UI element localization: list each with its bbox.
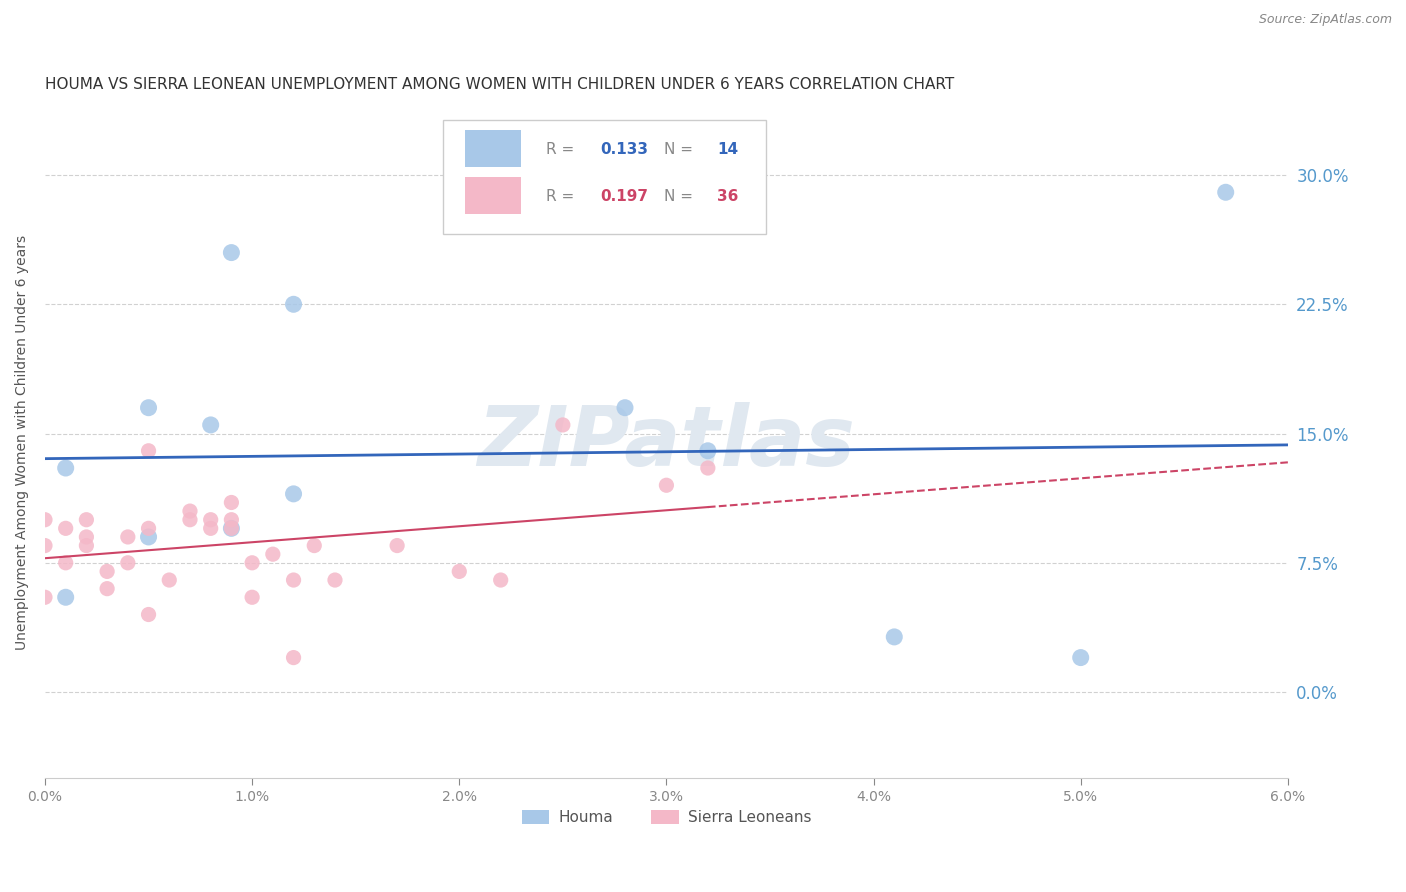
FancyBboxPatch shape <box>443 120 766 234</box>
Point <box>55 461 77 475</box>
Point <box>1070 650 1092 665</box>
Point <box>138 607 160 622</box>
Point <box>449 565 471 579</box>
FancyBboxPatch shape <box>465 177 522 214</box>
Point <box>138 530 160 544</box>
Point <box>75 530 97 544</box>
Point <box>614 401 637 415</box>
Point <box>283 650 305 665</box>
Point <box>34 591 56 605</box>
Point <box>696 443 718 458</box>
Point <box>221 513 243 527</box>
Point <box>221 521 243 535</box>
Point <box>179 504 201 518</box>
Legend: Houma, Sierra Leoneans: Houma, Sierra Leoneans <box>516 804 817 831</box>
Point <box>385 539 408 553</box>
Point <box>221 521 243 535</box>
Point <box>34 513 56 527</box>
Point <box>489 573 512 587</box>
Text: R =: R = <box>546 143 579 157</box>
Point <box>283 573 305 587</box>
Point <box>96 582 118 596</box>
Point <box>138 401 160 415</box>
Point <box>696 461 718 475</box>
Point <box>55 591 77 605</box>
Point <box>117 556 139 570</box>
Point <box>96 565 118 579</box>
Point <box>283 297 305 311</box>
Point <box>55 556 77 570</box>
Text: N =: N = <box>664 143 697 157</box>
Point <box>323 573 346 587</box>
Point <box>75 539 97 553</box>
Text: Source: ZipAtlas.com: Source: ZipAtlas.com <box>1258 13 1392 27</box>
Text: 0.197: 0.197 <box>600 189 648 204</box>
Point <box>304 539 326 553</box>
Point <box>221 495 243 509</box>
Y-axis label: Unemployment Among Women with Children Under 6 years: Unemployment Among Women with Children U… <box>15 235 30 649</box>
Text: ZIPatlas: ZIPatlas <box>478 401 855 483</box>
Point <box>262 547 284 561</box>
Point <box>551 417 574 432</box>
Point <box>221 245 243 260</box>
FancyBboxPatch shape <box>465 129 522 167</box>
Point <box>138 443 160 458</box>
Point <box>34 539 56 553</box>
Text: 36: 36 <box>717 189 738 204</box>
Text: 0.133: 0.133 <box>600 143 648 157</box>
Point <box>200 521 222 535</box>
Point <box>240 556 263 570</box>
Text: 14: 14 <box>717 143 738 157</box>
Point <box>240 591 263 605</box>
Point <box>157 573 180 587</box>
Point <box>655 478 678 492</box>
Text: R =: R = <box>546 189 579 204</box>
Point <box>55 521 77 535</box>
Point <box>1215 186 1237 200</box>
Point <box>200 513 222 527</box>
Point <box>883 630 905 644</box>
Point <box>283 487 305 501</box>
Point <box>138 521 160 535</box>
Point <box>117 530 139 544</box>
Point <box>75 513 97 527</box>
Text: HOUMA VS SIERRA LEONEAN UNEMPLOYMENT AMONG WOMEN WITH CHILDREN UNDER 6 YEARS COR: HOUMA VS SIERRA LEONEAN UNEMPLOYMENT AMO… <box>45 78 955 93</box>
Point <box>200 417 222 432</box>
Point <box>179 513 201 527</box>
Text: N =: N = <box>664 189 697 204</box>
